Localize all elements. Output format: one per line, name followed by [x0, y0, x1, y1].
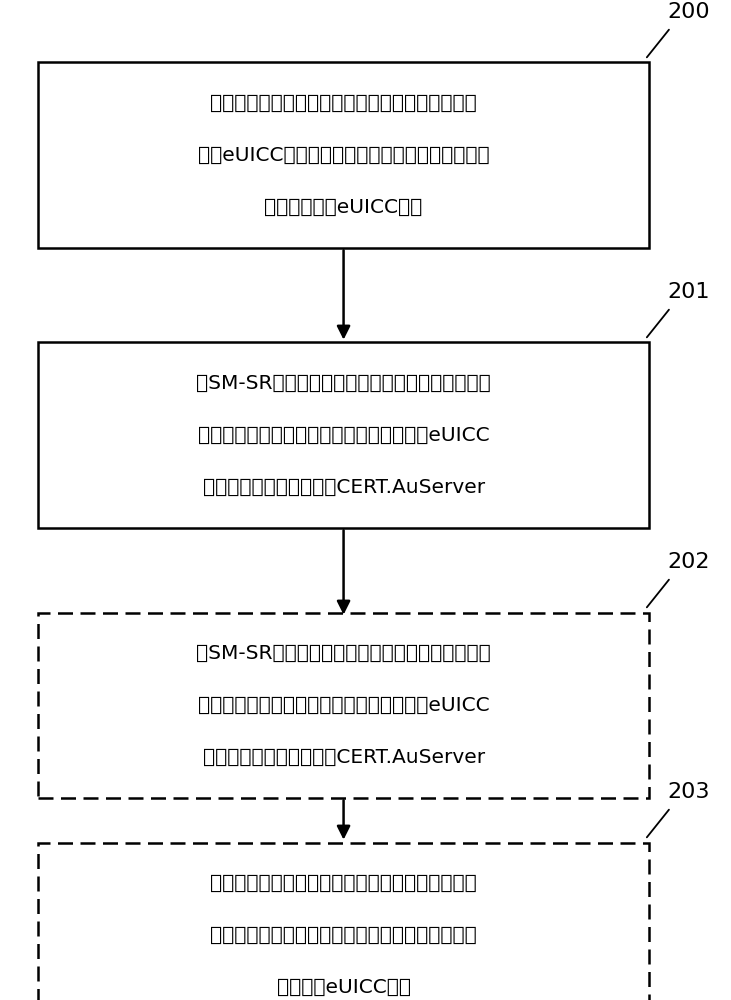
Text: 标识、认证服务器的证书CERT.AuServer: 标识、认证服务器的证书CERT.AuServer	[202, 478, 485, 496]
Text: 向SM-SR提交第一认证应用下载安装请求；其中，: 向SM-SR提交第一认证应用下载安装请求；其中，	[196, 373, 491, 392]
Text: 203: 203	[667, 782, 711, 802]
Bar	[38, 612, 648, 798]
Text: 201: 201	[667, 282, 711, 302]
Bar	[38, 342, 648, 528]
Text: 标识、认证服务器的证书CERT.AuServer: 标识、认证服务器的证书CERT.AuServer	[202, 748, 485, 766]
Text: 所述第一认证应用下载安装请求包括：所述eUICC: 所述第一认证应用下载安装请求包括：所述eUICC	[198, 426, 489, 444]
Text: 200: 200	[667, 2, 711, 22]
Text: 202: 202	[667, 552, 711, 572]
Text: 请请求包括：eUICC标识: 请请求包括：eUICC标识	[265, 198, 423, 217]
Bar	[38, 842, 648, 1000]
Text: 接收业务服务器发送的申请请求，所述申请请求用: 接收业务服务器发送的申请请求，所述申请请求用	[211, 94, 477, 112]
Text: 括：所述eUICC标识: 括：所述eUICC标识	[276, 978, 411, 996]
Text: 向所述业务服务器返回用于指示所述认证应用安装: 向所述业务服务器返回用于指示所述认证应用安装	[211, 874, 477, 892]
Text: 成功的第一结果通知；其中，所述第一结果通知包: 成功的第一结果通知；其中，所述第一结果通知包	[211, 926, 477, 944]
Text: 所述第一认证应用下载安装请求包括：所述eUICC: 所述第一认证应用下载安装请求包括：所述eUICC	[198, 696, 489, 714]
Text: 于为eUICC申请认证应用的安装包；其中，所述申: 于为eUICC申请认证应用的安装包；其中，所述申	[198, 145, 489, 164]
Bar	[38, 62, 648, 247]
Text: 向SM-SR提交第一认证应用下载安装请求；其中，: 向SM-SR提交第一认证应用下载安装请求；其中，	[196, 644, 491, 662]
